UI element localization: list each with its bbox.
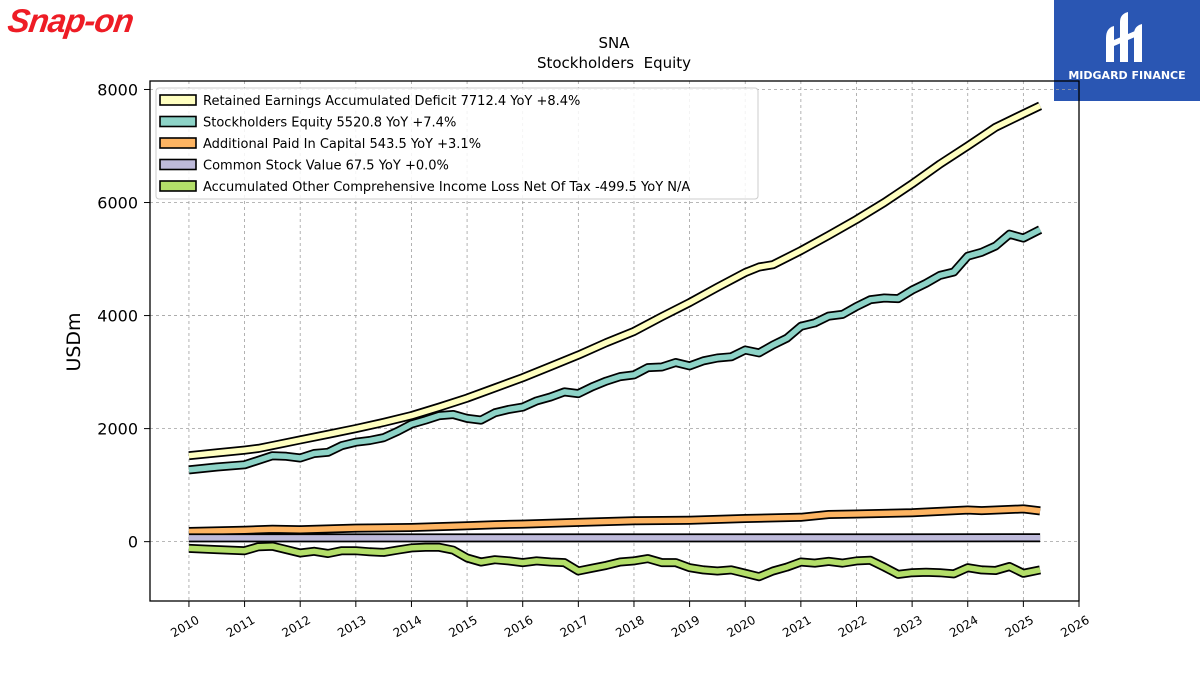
chart-title: SNA <box>598 34 630 52</box>
x-tick-label: 2010 <box>168 613 201 640</box>
legend-swatch <box>159 180 197 192</box>
legend-label: Additional Paid In Capital 543.5 YoY +3.… <box>203 137 481 152</box>
y-tick-label: 6000 <box>97 194 138 213</box>
y-tick-label: 2000 <box>97 420 138 439</box>
x-tick-label: 2018 <box>613 613 646 640</box>
legend-label: Stockholders Equity 5520.8 YoY +7.4% <box>203 116 456 131</box>
x-tick-label: 2014 <box>391 613 424 640</box>
x-tick-label: 2015 <box>446 613 479 640</box>
x-tick-label: 2023 <box>891 613 924 640</box>
midgard-finance-label: MIDGARD FINANCE <box>1068 69 1186 82</box>
legend-box <box>155 87 759 200</box>
legend-swatch <box>159 94 197 106</box>
x-tick-label: 2025 <box>1003 613 1036 640</box>
y-tick-label: 0 <box>128 533 138 552</box>
x-tick-label: 2016 <box>502 613 535 640</box>
series-line <box>188 543 1041 580</box>
y-tick-label: 4000 <box>97 307 138 326</box>
x-tick-label: 2022 <box>836 613 869 640</box>
x-tick-label: 2011 <box>224 613 257 640</box>
legend-swatch <box>159 158 197 171</box>
x-tick-label: 2024 <box>947 613 980 640</box>
legend-swatch <box>159 137 197 149</box>
series-line <box>188 506 1041 535</box>
series-lines <box>188 101 1043 582</box>
series-line <box>188 103 1042 459</box>
x-tick-label: 2012 <box>279 613 312 640</box>
x-tick-label: 2026 <box>1058 613 1091 640</box>
legend: Retained Earnings Accumulated Deficit 77… <box>155 87 759 200</box>
y-tick-label: 8000 <box>97 80 138 99</box>
x-tick-label: 2019 <box>669 613 702 640</box>
chart-subtitle: Stockholders Equity <box>537 54 691 72</box>
x-tick-label: 2020 <box>725 613 758 640</box>
legend-label: Retained Earnings Accumulated Deficit 77… <box>203 94 580 109</box>
plot-frame <box>149 80 1080 602</box>
legend-label: Common Stock Value 67.5 YoY +0.0% <box>203 159 449 174</box>
y-axis-label: USDm <box>63 312 85 371</box>
x-tick-label: 2013 <box>335 613 368 640</box>
legend-swatch <box>159 115 197 128</box>
x-tick-label: 2017 <box>558 613 591 640</box>
series-line <box>188 227 1042 473</box>
midgard-emblem-icon <box>1106 12 1142 62</box>
legend-label: Accumulated Other Comprehensive Income L… <box>203 180 690 195</box>
x-tick-label: 2021 <box>780 613 813 640</box>
midgard-finance-logo: MIDGARD FINANCE <box>1054 0 1200 101</box>
